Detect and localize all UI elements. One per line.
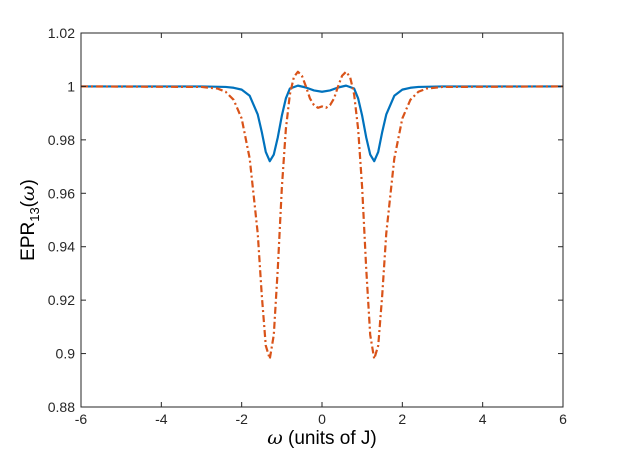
- x-axis-symbol: ω: [267, 427, 283, 449]
- y-axis-subscript: 13: [27, 207, 42, 221]
- x-tick-label: -2: [235, 411, 248, 427]
- y-tick-label: 1: [67, 78, 75, 94]
- x-tick-label: 2: [398, 411, 406, 427]
- ticks-layer: -6 -4 -2 0 2 4 6 0.88 0.9 0.92 0.94 0.96 0.98 1 1.02: [48, 25, 567, 427]
- x-tick-label: -6: [75, 411, 88, 427]
- y-tick-label: 0.96: [48, 185, 75, 201]
- y-tick-label: 0.94: [48, 239, 75, 255]
- plot-area: [81, 33, 563, 407]
- x-tick-label: -4: [155, 411, 168, 427]
- y-axis-close-paren: ): [18, 179, 39, 185]
- series-line-1: [81, 84, 563, 163]
- y-tick-label: 0.9: [56, 346, 76, 362]
- series-layer: [80, 70, 564, 361]
- x-tick-label: 4: [479, 411, 487, 427]
- x-tick-label: 0: [318, 411, 326, 427]
- y-axis-main: EPR: [18, 222, 39, 261]
- y-axis-label: EPR13(ω): [17, 179, 42, 261]
- x-tick-label: 6: [559, 411, 567, 427]
- y-tick-label: 1.02: [48, 25, 75, 41]
- y-axis-open-paren: (: [18, 200, 39, 207]
- x-axis-text: (units of J): [283, 428, 377, 449]
- y-tick-label: 0.92: [48, 292, 75, 308]
- y-tick-label: 0.98: [48, 132, 75, 148]
- series-line-2: [80, 70, 564, 361]
- x-axis-label: ω (units of J): [267, 427, 376, 449]
- y-axis-symbol: ω: [17, 185, 39, 201]
- y-tick-label: 0.88: [48, 399, 75, 415]
